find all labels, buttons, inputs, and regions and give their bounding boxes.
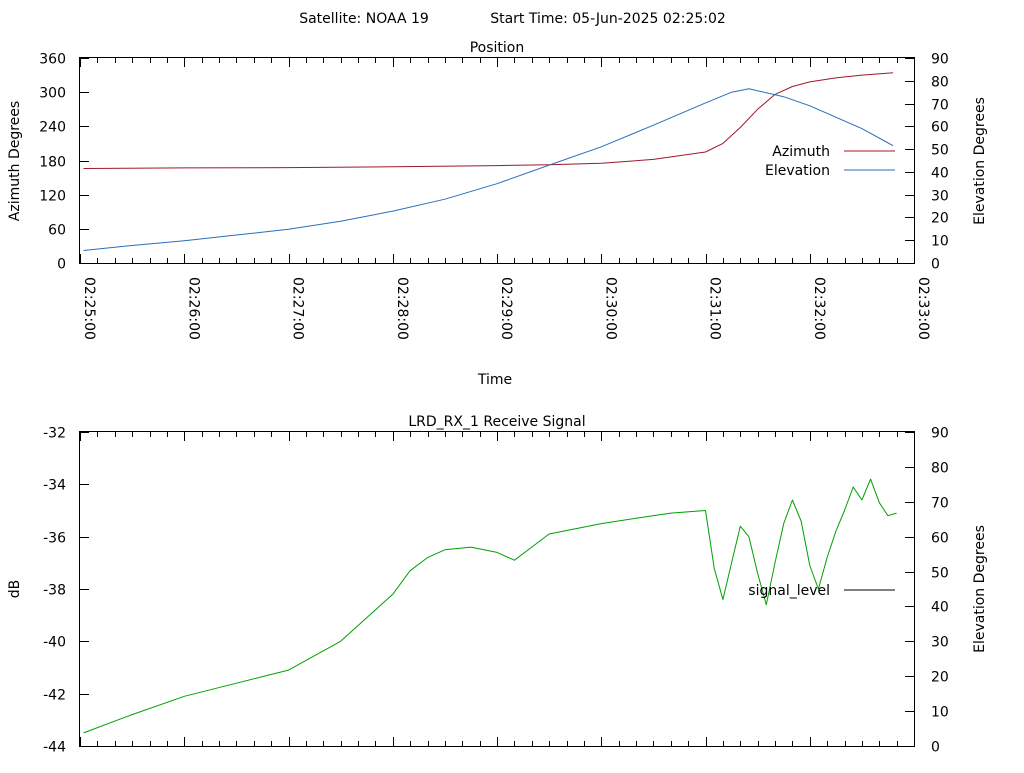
x-tick-label: 02:31:00 <box>707 277 723 340</box>
x-tick-label: 02:33:00 <box>915 277 931 340</box>
x-tick-label: 02:32:00 <box>811 277 827 340</box>
y-tick-label: 120 <box>39 189 66 205</box>
y-tick-label: -36 <box>43 531 66 547</box>
signal-chart-title: LRD_RX_1 Receive Signal <box>408 414 585 430</box>
y-tick-label: -34 <box>43 478 66 494</box>
position-y-axis-label: Azimuth Degrees <box>7 101 23 221</box>
y2-tick-label: 80 <box>931 461 949 477</box>
signal-legend: signal_level <box>748 583 895 599</box>
y-tick-label: 0 <box>57 257 66 273</box>
x-tick-label: 02:29:00 <box>498 277 514 340</box>
y-tick-label: 60 <box>48 223 66 239</box>
y-tick-label: 360 <box>39 52 66 68</box>
y2-tick-label: 0 <box>931 740 940 756</box>
legend-label-elevation: Elevation <box>765 163 830 179</box>
legend-label-azimuth: Azimuth <box>772 144 830 160</box>
signal-chart: LRD_RX_1 Receive Signal dB Elevation Deg… <box>7 414 988 756</box>
x-tick-label: 02:26:00 <box>185 277 201 340</box>
start-time-label: Start Time: 05-Jun-2025 02:25:02 <box>490 11 726 27</box>
signal-y-axis-label: dB <box>7 580 23 599</box>
y2-tick-label: 20 <box>931 670 949 686</box>
y-tick-label: -42 <box>43 688 66 704</box>
satellite-label: Satellite: NOAA 19 <box>299 11 429 27</box>
signal-y2-axis-label: Elevation Degrees <box>972 525 988 653</box>
y2-tick-label: 50 <box>931 566 949 582</box>
y2-tick-label: 40 <box>931 166 949 182</box>
x-tick-label: 02:28:00 <box>394 277 410 340</box>
y-tick-label: 180 <box>39 155 66 171</box>
y2-tick-label: 10 <box>931 705 949 721</box>
y2-tick-label: 30 <box>931 189 949 205</box>
position-chart-title: Position <box>470 40 525 56</box>
y2-tick-label: 90 <box>931 426 949 442</box>
y2-tick-label: 10 <box>931 234 949 250</box>
y-tick-label: 240 <box>39 120 66 136</box>
y2-tick-label: 40 <box>931 600 949 616</box>
y-tick-label: -32 <box>43 426 66 442</box>
y-tick-label: -40 <box>43 635 66 651</box>
y2-tick-label: 80 <box>931 75 949 91</box>
y2-tick-label: 60 <box>931 531 949 547</box>
y2-tick-label: 70 <box>931 496 949 512</box>
x-tick-label: 02:25:00 <box>81 277 97 340</box>
x-tick-label: 02:30:00 <box>602 277 618 340</box>
position-axes: 0 60 120 180 240 300 360 0 10 20 30 40 50 60 70 80 90 02:… <box>39 52 949 340</box>
y-tick-label: 300 <box>39 86 66 102</box>
y-tick-label: -44 <box>43 740 66 756</box>
position-legend: Azimuth Elevation <box>765 144 895 179</box>
y2-tick-label: 70 <box>931 98 949 114</box>
position-chart: Position Time Azimuth Degrees Elevation … <box>7 40 988 388</box>
y2-tick-label: 0 <box>931 257 940 273</box>
y-tick-label: -38 <box>43 583 66 599</box>
y2-tick-label: 50 <box>931 143 949 159</box>
position-x-axis-label: Time <box>477 372 512 388</box>
y2-tick-label: 30 <box>931 635 949 651</box>
x-tick-label: 02:27:00 <box>290 277 306 340</box>
series-line-signal-level <box>84 479 897 733</box>
position-y2-axis-label: Elevation Degrees <box>972 97 988 225</box>
legend-label-signal-level: signal_level <box>748 583 830 599</box>
signal-series <box>83 479 896 733</box>
y2-tick-label: 20 <box>931 211 949 227</box>
position-series <box>83 73 893 251</box>
y2-tick-label: 90 <box>931 52 949 68</box>
y2-tick-label: 60 <box>931 120 949 136</box>
